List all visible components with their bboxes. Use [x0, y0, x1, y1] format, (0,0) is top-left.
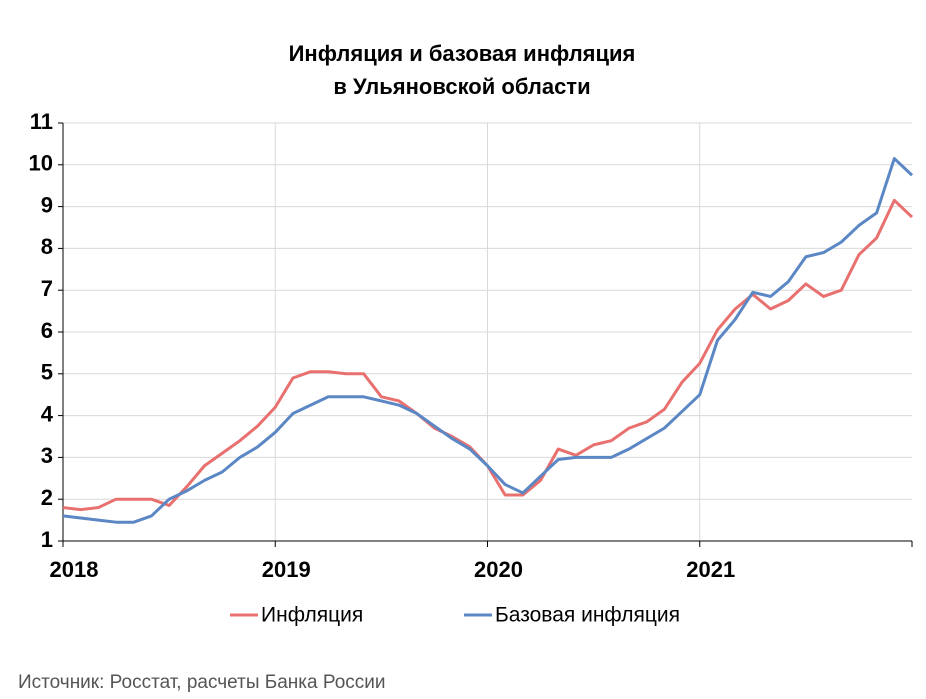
- y-tick-label: 2: [41, 485, 53, 510]
- y-tick-label: 5: [41, 360, 53, 385]
- y-tick-label: 11: [30, 109, 53, 134]
- x-tick-label: 2020: [474, 557, 523, 582]
- y-tick-label: 3: [41, 443, 53, 468]
- x-tick-label: 2018: [50, 557, 99, 582]
- y-tick-label: 1: [41, 527, 53, 552]
- legend-label: Инфляция: [261, 604, 363, 627]
- chart-title: в Ульяновской области: [333, 74, 590, 99]
- y-tick-label: 6: [41, 318, 53, 343]
- series-line: [62, 157, 914, 524]
- y-tick-label: 8: [41, 234, 53, 259]
- legend-label: Базовая инфляция: [495, 604, 680, 627]
- y-tick-label: 4: [41, 401, 54, 426]
- y-tick-label: 7: [41, 276, 53, 301]
- chart-title: Инфляция и базовая инфляция: [289, 41, 636, 66]
- y-tick-label: 10: [29, 151, 53, 176]
- x-tick-label: 2021: [686, 557, 735, 582]
- x-tick-label: 2019: [262, 557, 311, 582]
- source-note: Источник: Росстат, расчеты Банка России: [18, 672, 386, 693]
- y-tick-label: 9: [41, 192, 53, 217]
